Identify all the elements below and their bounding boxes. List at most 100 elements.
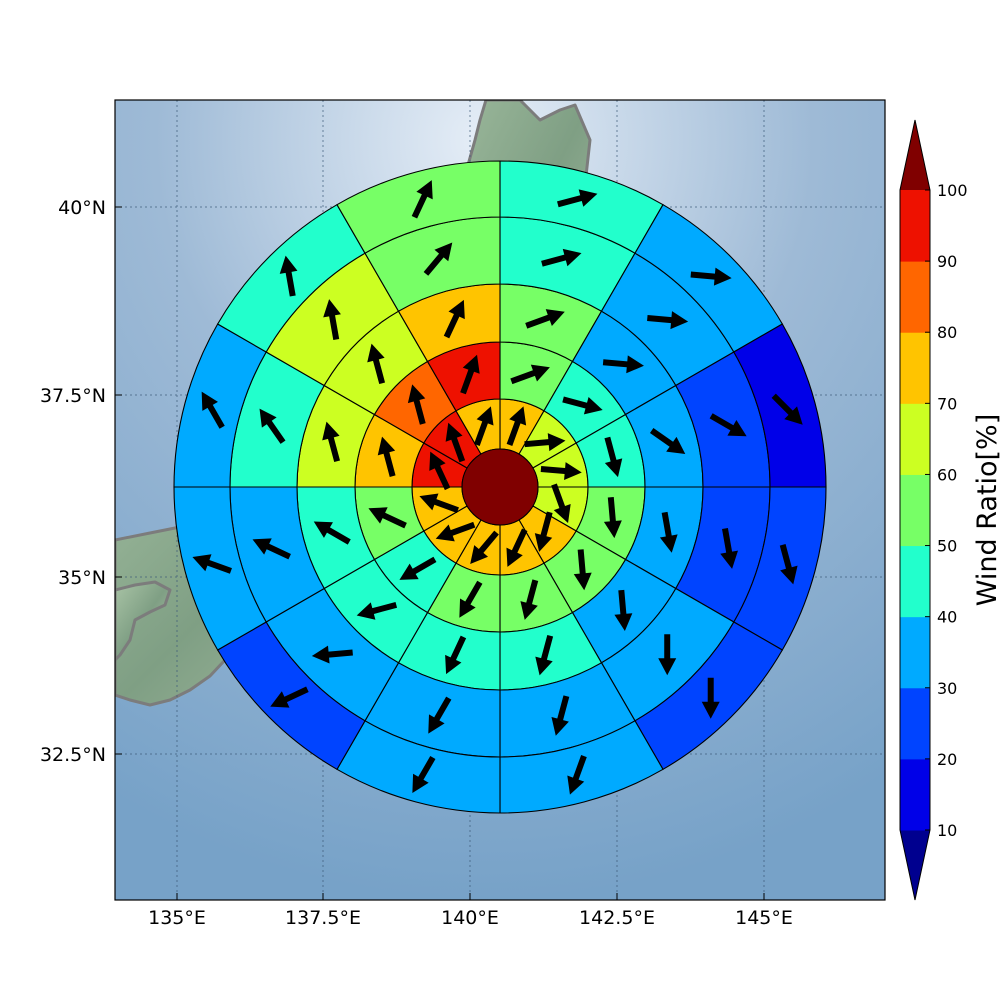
colorbar-bin — [900, 261, 930, 333]
colorbar-tick-label: 80 — [937, 323, 957, 342]
x-tick-label: 135°E — [148, 907, 206, 929]
wind-arrow — [779, 544, 798, 585]
wind-arrow — [192, 554, 232, 574]
wind-arrow — [412, 756, 436, 794]
colorbar-tick-label: 100 — [937, 181, 968, 200]
y-tick-label: 35°N — [58, 567, 106, 589]
wind-arrow — [423, 242, 453, 276]
x-tick-label: 140°E — [441, 907, 499, 929]
x-tick-label: 145°E — [735, 907, 793, 929]
wind-arrow — [323, 299, 341, 340]
colorbar-bin — [900, 616, 930, 689]
wind-arrow — [690, 267, 732, 286]
wind-arrow — [259, 408, 286, 444]
colorbar-bin — [900, 403, 930, 475]
wind-arrow — [534, 511, 553, 552]
x-axis-ticks: 135°E 137.5°E 140°E 142.5°E 145°E — [148, 893, 793, 929]
wind-arrow — [551, 483, 571, 524]
wind-arrow — [506, 406, 527, 446]
colorbar-tick-label: 10 — [937, 821, 957, 840]
colorbar-tick-label: 90 — [937, 252, 957, 271]
wind-arrow — [279, 255, 298, 297]
wind-arrow — [470, 530, 499, 564]
wind-arrow — [771, 393, 803, 425]
colorbar-bin — [900, 474, 930, 547]
wind-arrow — [322, 421, 341, 463]
colorbar-bin — [900, 190, 930, 262]
wind-arrow — [356, 601, 398, 620]
wind-arrow — [313, 521, 351, 545]
x-tick-label: 137.5°E — [285, 907, 361, 929]
x-tick-label: 142.5°E — [579, 907, 655, 929]
wind-arrow — [540, 462, 582, 481]
wind-arrow — [399, 556, 437, 580]
wind-arrow — [252, 538, 291, 560]
colorbar-tick-label: 70 — [937, 394, 957, 413]
wind-arrow — [443, 299, 465, 339]
wind-arrow — [525, 309, 565, 329]
land-shikoku — [115, 580, 172, 662]
wind-arrow — [709, 413, 747, 437]
wind-arrow — [535, 634, 554, 676]
wind-arrow — [429, 451, 451, 491]
colorbar-tick-label: 60 — [937, 465, 957, 484]
wind-arrow — [647, 311, 689, 330]
wind-arrow — [411, 180, 433, 219]
wind-arrow — [573, 549, 592, 591]
wind-arrow — [541, 248, 582, 267]
wind-arrow — [445, 635, 467, 675]
wind-arrow — [562, 396, 603, 415]
center-cell — [461, 448, 539, 526]
wind-arrow — [367, 343, 386, 385]
wind-arrow — [270, 686, 309, 708]
wind-arrow — [506, 528, 528, 567]
wind-arrow — [614, 589, 633, 631]
wind-arrow — [445, 422, 466, 463]
wind-arrow — [520, 579, 539, 620]
colorbar-bin — [900, 332, 930, 404]
wind-arrow — [311, 645, 353, 664]
y-tick-label: 32.5°N — [40, 744, 106, 766]
wind-arrows — [192, 180, 803, 795]
wind-arrow — [551, 695, 570, 736]
colorbar-label: Wind Ratio[%] — [972, 414, 1000, 606]
wind-arrow — [428, 696, 452, 734]
colorbar-bin — [900, 545, 930, 618]
wind-arrow — [510, 364, 550, 385]
wind-arrow — [474, 406, 494, 446]
wind-arrow — [368, 507, 407, 529]
colorbar-tick-label: 20 — [937, 750, 957, 769]
colorbar-bin — [900, 758, 930, 831]
y-tick-label: 40°N — [58, 197, 106, 219]
wind-arrow — [201, 391, 225, 429]
wind-arrow — [459, 580, 483, 618]
wind-arrow — [604, 436, 623, 478]
y-axis-ticks: 40°N 37.5°N 35°N 32.5°N — [40, 197, 122, 766]
wind-arrow — [658, 634, 677, 676]
wind-arrow — [524, 433, 566, 452]
wind-arrow — [567, 755, 587, 795]
map-panel — [115, 100, 885, 900]
wind-arrow — [419, 493, 459, 513]
colorbar-tick-label: 30 — [937, 679, 957, 698]
wind-arrow — [701, 677, 720, 719]
wind-arrow — [649, 428, 686, 455]
wind-arrow — [720, 527, 738, 569]
y-tick-label: 37.5°N — [40, 385, 106, 407]
wind-arrow — [603, 496, 622, 539]
wind-arrow — [659, 511, 678, 553]
colorbar-tick-label: 50 — [937, 537, 957, 556]
wind-arrow — [602, 355, 644, 374]
wind-arrow — [377, 436, 396, 477]
colorbar-tick-label: 40 — [937, 608, 957, 627]
wind-arrow — [435, 521, 476, 542]
wind-ratio-sectors — [173, 160, 827, 814]
colorbar: 10 20 30 40 50 60 70 80 90 100 — [899, 119, 968, 901]
map-frame — [114, 99, 886, 901]
wind-arrow — [460, 354, 480, 395]
colorbar-bin — [900, 687, 930, 760]
colorbar-over-extension — [900, 120, 930, 190]
wind-arrow — [407, 384, 426, 425]
colorbar-under-extension — [900, 830, 930, 900]
